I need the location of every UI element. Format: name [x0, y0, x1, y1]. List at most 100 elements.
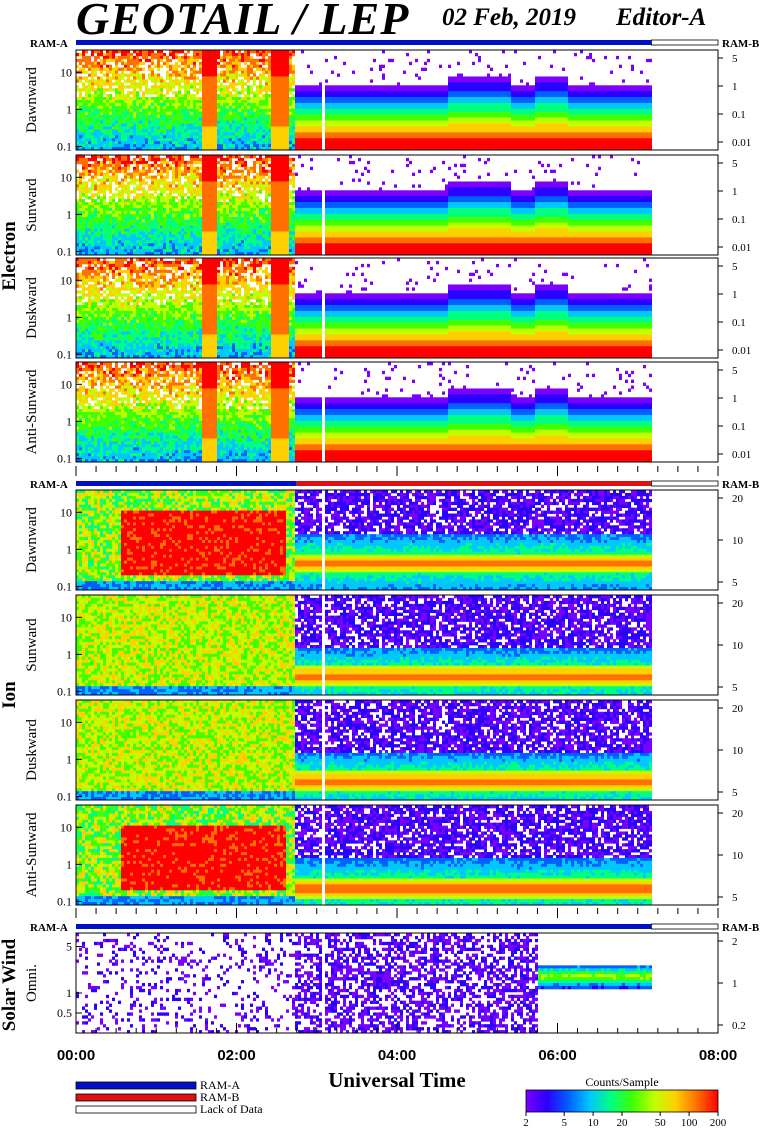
x-tick-label: 02:00 [217, 1047, 255, 1064]
right-tick-label: 1 [732, 186, 738, 198]
ram-a-label: RAM-A [30, 922, 68, 934]
right-tick-label: 0.1 [732, 109, 746, 121]
right-tick-label: 10 [732, 640, 744, 652]
x-tick-label: 04:00 [378, 1047, 416, 1064]
spectrogram-cells [76, 490, 652, 590]
spectrogram-panel: 10 1 0.1 20 10 5 Anti-Sunward [24, 804, 744, 908]
y-tick-label: 0.1 [57, 684, 72, 698]
spectrogram-panel: 10 1 0.1 20 10 5 Dawnward [24, 489, 744, 593]
y-tick-label: 5 [66, 940, 72, 954]
right-tick-label: 1 [732, 393, 738, 405]
y-tick-label: 10 [60, 273, 72, 287]
y-tick-label: 10 [60, 65, 72, 79]
colorbar-tick-label: 2 [523, 1117, 529, 1128]
y-tick-label: 10 [60, 505, 72, 519]
right-tick-label: 10 [732, 535, 744, 547]
right-tick-label: 0.01 [732, 345, 751, 357]
spectrogram-cells [76, 362, 652, 462]
ram-bar-segment [76, 40, 652, 45]
panel-label: Dawnward [24, 67, 40, 133]
panel-frame [75, 154, 719, 256]
y-tick-label: 0.5 [57, 1006, 72, 1020]
legend-label: RAM-A [200, 1078, 240, 1092]
ram-b-label: RAM-B [722, 479, 760, 491]
ram-a-label: RAM-A [30, 38, 68, 50]
ram-bar-segment [650, 39, 719, 46]
spectrogram-panel: 10 1 0.1 5 1 0.1 0.01 Anti-Sunward [24, 361, 751, 465]
right-tick-label: 0.1 [732, 421, 746, 433]
panel-label: Duskward [24, 277, 40, 339]
spectrogram-panel: 10 1 0.1 20 10 5 Duskward [24, 699, 744, 803]
right-tick-label: 0.01 [732, 242, 751, 254]
legend-swatch [75, 1105, 197, 1114]
right-tick-label: 2 [732, 936, 738, 948]
legend-label: Lack of Data [200, 1102, 263, 1116]
spectrogram-panel: 10 1 0.1 5 1 0.1 0.01 Sunward [24, 154, 751, 258]
colorbar-tick-label: 5 [561, 1117, 567, 1128]
panel-frame [75, 361, 719, 463]
x-tick-label: 00:00 [57, 1047, 95, 1064]
right-tick-label: 5 [732, 682, 738, 694]
x-tick-label: 06:00 [538, 1047, 576, 1064]
panel-label: Sunward [24, 618, 40, 672]
colorbar-tick-label: 20 [617, 1117, 629, 1128]
spectrogram-cells [76, 155, 652, 255]
panel-label: Omni. [24, 964, 40, 1002]
x-tick-label: 08:00 [699, 1047, 737, 1064]
right-tick-label: 1 [732, 978, 738, 990]
right-tick-label: 5 [732, 787, 738, 799]
y-tick-label: 10 [60, 170, 72, 184]
colorbar-tick-label: 200 [710, 1117, 727, 1128]
x-axis-title: Universal Time [328, 1068, 465, 1092]
spectrogram-panel: 10 1 0.1 5 1 0.1 0.01 Dawnward [24, 49, 751, 153]
right-tick-label: 10 [732, 745, 744, 757]
right-tick-label: 5 [732, 158, 738, 170]
panel-frame [75, 257, 719, 359]
legend-label: RAM-B [200, 1090, 239, 1104]
y-tick-label: 10 [60, 377, 72, 391]
y-tick-label: 1 [66, 310, 72, 324]
y-tick-label: 0.1 [57, 451, 72, 465]
y-tick-label: 1 [66, 102, 72, 116]
y-tick-label: 1 [66, 647, 72, 661]
panel-label: Sunward [24, 178, 40, 232]
y-tick-label: 0.1 [57, 894, 72, 908]
spectrogram-cells [76, 258, 652, 358]
y-tick-label: 10 [60, 610, 72, 624]
ram-bar-segment [650, 480, 719, 487]
y-tick-label: 1 [66, 414, 72, 428]
legend-swatch [75, 1081, 197, 1090]
spectrogram-cells [76, 700, 652, 800]
group-label: Solar Wind [0, 938, 20, 1031]
panel-frame [75, 49, 719, 151]
ram-bar-segment [650, 923, 719, 930]
spectrogram-panel: 10 1 0.1 20 10 5 Sunward [24, 594, 744, 698]
panel-label: Dawnward [24, 507, 40, 573]
colorbar-title: Counts/Sample [585, 1075, 658, 1089]
right-tick-label: 0.01 [732, 137, 751, 149]
right-tick-label: 5 [732, 365, 738, 377]
spectrogram-panel: 5 1 0.5 2 1 0.2 Omni. [24, 932, 746, 1034]
y-tick-label: 0.1 [57, 789, 72, 803]
legend-swatch [75, 1093, 197, 1102]
right-tick-label: 0.1 [732, 317, 746, 329]
spectrogram-cells [76, 595, 652, 695]
group-label: Electron [0, 221, 20, 291]
y-tick-label: 10 [60, 820, 72, 834]
right-tick-label: 0.01 [732, 449, 751, 461]
y-tick-label: 1 [66, 542, 72, 556]
y-tick-label: 0.1 [57, 244, 72, 258]
spectrogram-cells [76, 805, 652, 905]
right-tick-label: 5 [732, 892, 738, 904]
panel-label: Anti-Sunward [24, 812, 40, 897]
spectrogram-cells [76, 933, 652, 1033]
right-tick-label: 20 [732, 598, 744, 610]
y-tick-label: 1 [66, 986, 72, 1000]
y-tick-label: 0.1 [57, 139, 72, 153]
right-tick-label: 1 [732, 289, 738, 301]
editor-label: Editor-A [616, 4, 706, 32]
y-tick-label: 10 [60, 715, 72, 729]
spectrogram-cells [76, 50, 652, 150]
page-title: GEOTAIL / LEP [76, 0, 409, 45]
right-tick-label: 5 [732, 261, 738, 273]
